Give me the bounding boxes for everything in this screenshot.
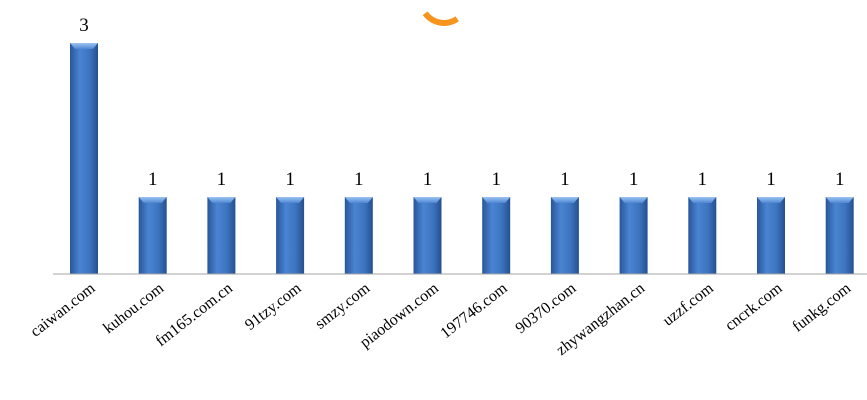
bar-cap-funkg-com <box>825 197 854 203</box>
bar-197746-com <box>482 197 511 274</box>
data-label: 3 <box>79 15 89 36</box>
bar-cap-zhywangzhan-cn <box>619 197 648 203</box>
data-label: 1 <box>217 169 227 190</box>
bar-91tzy-com <box>276 197 305 274</box>
bar-zhywangzhan-cn <box>619 197 648 274</box>
labels-layer: 3 1 1 1 1 1 1 1 1 1 1 1 <box>79 15 844 190</box>
data-label: 1 <box>698 169 708 190</box>
x-tick-label: kuhou.com <box>100 279 167 337</box>
bar-cap-smzy-com <box>344 197 373 203</box>
bar-funkg-com <box>825 197 854 274</box>
bar-90370-com <box>550 197 579 274</box>
x-tick-label: 197746.com <box>438 279 512 342</box>
bar-fm165-com-cn <box>207 197 236 274</box>
bar-cncrk-com <box>757 197 785 274</box>
bar-cap-piaodown-com <box>413 197 442 203</box>
bar-cap-197746-com <box>482 197 511 203</box>
bars-layer <box>70 43 854 274</box>
bar-cap-91tzy-com <box>276 197 305 203</box>
x-tick-label: caiwan.com <box>27 279 98 340</box>
data-label: 1 <box>560 169 570 190</box>
data-label: 1 <box>285 169 295 190</box>
x-tick-label: fm165.com.cn <box>153 280 236 350</box>
bar-kuhou-com <box>138 197 167 274</box>
x-tick-label: cncrk.com <box>722 279 786 334</box>
data-label: 1 <box>423 169 433 190</box>
bar-smzy-com <box>344 197 373 274</box>
data-label: 1 <box>766 169 776 190</box>
x-tick-label: 90370.com <box>513 279 580 337</box>
data-label: 1 <box>629 169 639 190</box>
bar-cap-uzzf-com <box>688 197 717 203</box>
data-label: 1 <box>354 169 364 190</box>
x-tick-label: 91tzy.com <box>242 279 305 333</box>
bar-caiwan-com <box>70 43 98 274</box>
x-tick-label: smzy.com <box>312 279 374 332</box>
bar-uzzf-com <box>688 197 717 274</box>
data-label: 1 <box>491 169 501 190</box>
data-label: 1 <box>835 169 845 190</box>
bar-cap-kuhou-com <box>138 197 167 203</box>
bar-cap-90370-com <box>550 197 579 203</box>
bar-cap-cncrk-com <box>757 197 785 203</box>
bar-piaodown-com <box>413 197 442 274</box>
bar-cap-caiwan-com <box>70 43 98 49</box>
x-tick-label: uzzf.com <box>660 279 717 329</box>
data-label: 1 <box>148 169 158 190</box>
x-tick-label: funkg.com <box>789 279 854 335</box>
bar-cap-fm165-com-cn <box>207 197 236 203</box>
